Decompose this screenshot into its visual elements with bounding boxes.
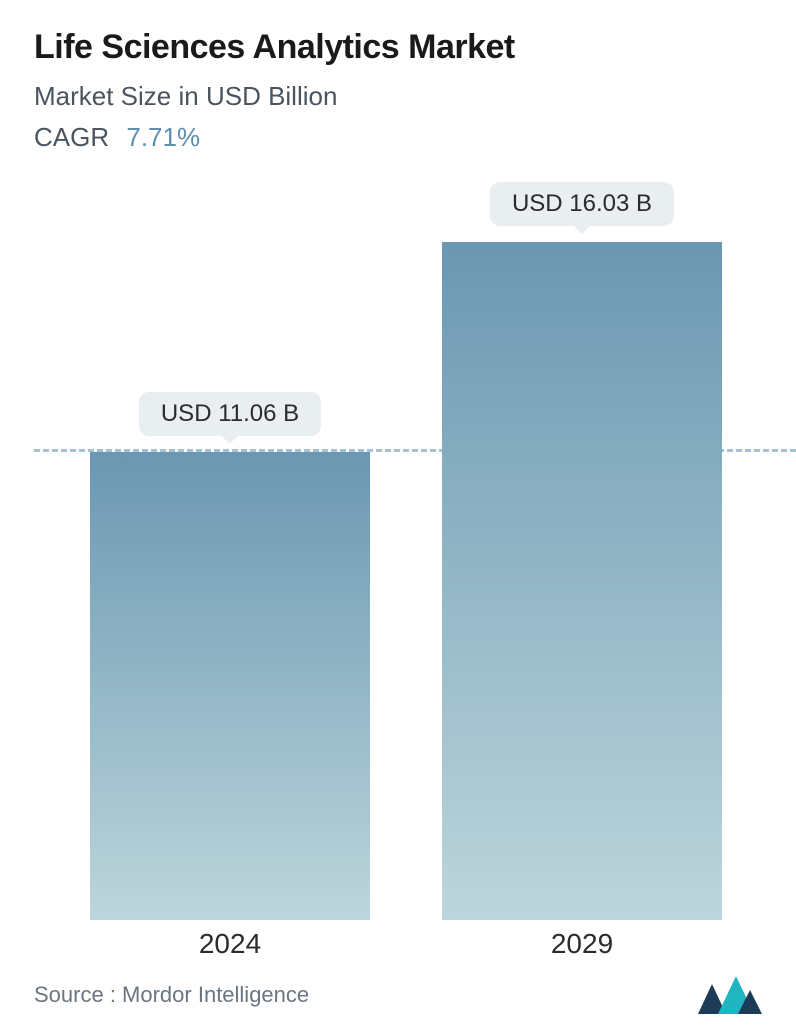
x-axis-label: 2029 (551, 928, 613, 960)
source-text: Source : Mordor Intelligence (34, 982, 309, 1008)
bar-fill (442, 242, 722, 920)
bar-fill (90, 452, 370, 920)
cagr-row: CAGR 7.71% (34, 122, 762, 153)
chart-title: Life Sciences Analytics Market (34, 28, 762, 67)
chart-subtitle: Market Size in USD Billion (34, 81, 762, 112)
chart-plot-area: USD 11.06 B USD 16.03 B (0, 180, 796, 920)
bar: USD 16.03 B (442, 242, 722, 920)
value-pill: USD 11.06 B (139, 392, 321, 436)
x-axis-label: 2024 (199, 928, 261, 960)
x-axis-labels: 2024 2029 (0, 928, 796, 968)
cagr-label: CAGR (34, 122, 109, 152)
bar: USD 11.06 B (90, 452, 370, 920)
chart-footer: Source : Mordor Intelligence (34, 976, 762, 1014)
value-pill: USD 16.03 B (490, 182, 674, 226)
mordor-logo-icon (698, 976, 762, 1014)
cagr-value: 7.71% (126, 122, 200, 152)
